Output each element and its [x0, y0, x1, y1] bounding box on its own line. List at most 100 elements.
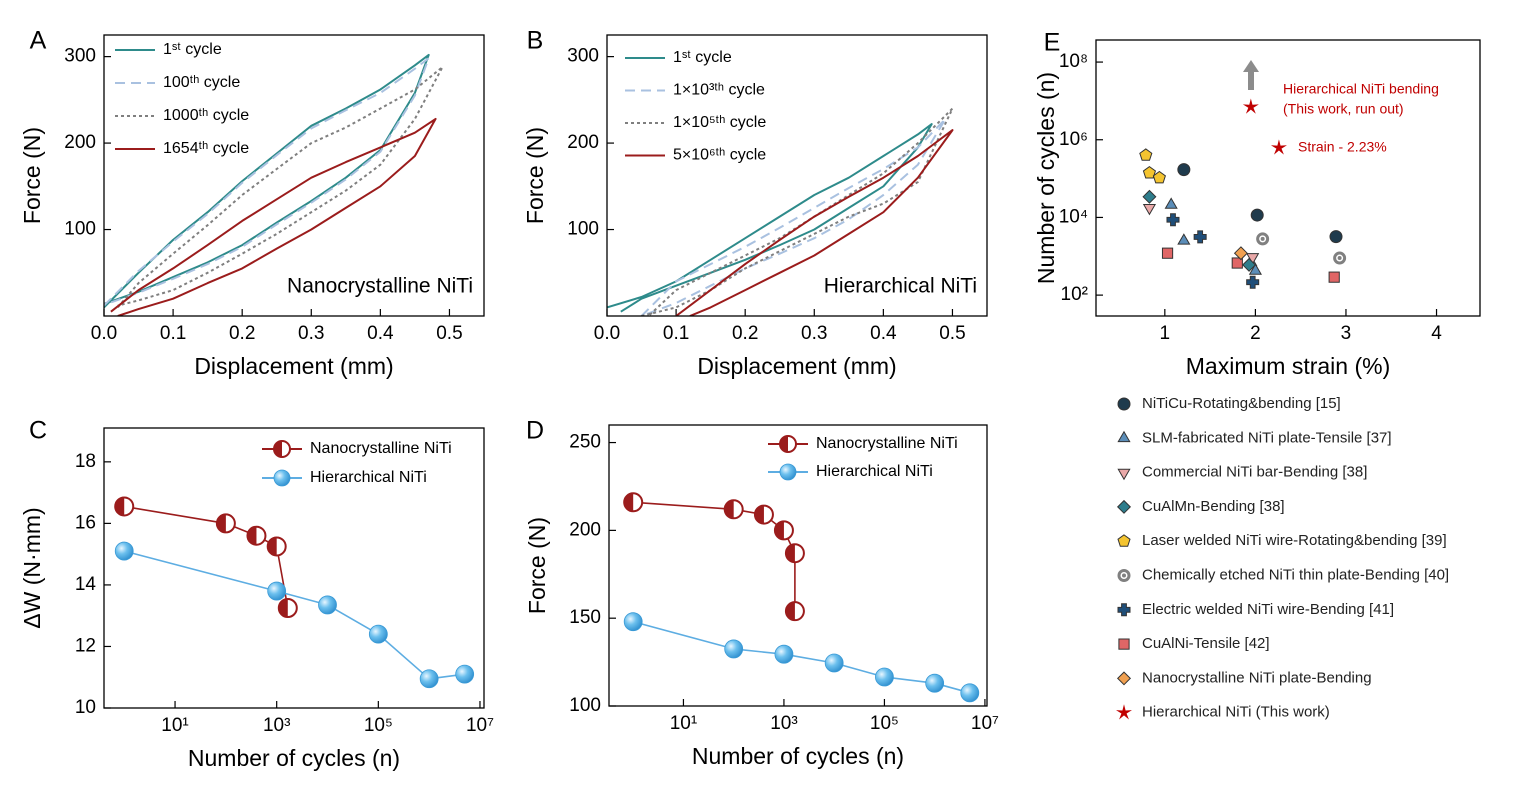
marker [1152, 170, 1166, 184]
marker [1116, 499, 1132, 514]
legend-label: SLM-fabricated NiTi plate-Tensile [37] [1142, 429, 1392, 446]
marker-shape [724, 500, 734, 519]
marker-shape [724, 639, 744, 659]
marker [1164, 197, 1178, 209]
panel-label: A [30, 27, 47, 55]
plot-area [1139, 98, 1347, 289]
x-tick-label: 4 [1431, 323, 1442, 344]
plot-area [632, 501, 971, 694]
marker [1333, 251, 1347, 265]
marker-shape [115, 497, 125, 516]
marker-shape [114, 541, 134, 561]
x-tick-label: 0.1 [663, 323, 689, 344]
marker [1329, 230, 1343, 244]
marker [215, 513, 236, 534]
marker-shape [785, 602, 795, 621]
panel-label: C [29, 417, 47, 445]
x-axis-label: Displacement (mm) [194, 353, 393, 379]
y-tick-label: 12 [75, 635, 96, 656]
y-tick-label: 200 [569, 519, 601, 540]
legend-label: NiTiCu-Rotating&bending [15] [1142, 395, 1341, 412]
marker [925, 673, 945, 693]
legend-label: 5×10⁶ᵗʰ cycle [673, 147, 766, 164]
marker [1142, 204, 1157, 216]
marker-shape [1177, 233, 1191, 245]
marker-shape [1152, 170, 1166, 184]
series-line [607, 123, 933, 313]
panel-label: E [1044, 29, 1061, 57]
panel-label: B [527, 27, 544, 55]
marker [784, 601, 805, 622]
legend-label: Nanocrystalline NiTi plate-Bending [1142, 669, 1372, 686]
y-tick-label: 10 [75, 697, 96, 718]
x-tick-label: 10⁵ [870, 713, 899, 734]
marker [774, 644, 794, 664]
legend-label: Electric welded NiTi wire-Bending [41] [1142, 601, 1394, 618]
x-tick-label: 0.0 [594, 323, 620, 344]
marker-shape [1248, 263, 1262, 275]
marker [1242, 98, 1259, 114]
marker [318, 595, 337, 615]
legend-label: CuAlMn-Bending [38] [1142, 498, 1285, 515]
marker-shape [779, 463, 797, 481]
x-tick-label: 0.2 [732, 323, 758, 344]
marker [1117, 468, 1131, 481]
y-axis-label: Force (N) [19, 127, 45, 224]
marker [875, 667, 894, 687]
marker-shape [419, 669, 439, 689]
marker [455, 664, 475, 684]
marker-shape [1116, 704, 1132, 720]
y-axis-label: ΔW (N·mm) [19, 507, 45, 628]
run-out-arrow [1243, 60, 1259, 90]
series-line [675, 129, 954, 316]
x-tick-label: 0.3 [298, 323, 324, 344]
marker [1116, 704, 1132, 720]
legend-label: 1×10⁵ᵗʰ cycle [673, 114, 766, 131]
marker-shape [1246, 253, 1260, 265]
annotation: (This work, run out) [1283, 101, 1404, 117]
annotation: Nanocrystalline NiTi [287, 275, 473, 298]
y-tick-label: 10⁶ [1059, 129, 1088, 150]
marker [1246, 275, 1260, 289]
plot-frame [103, 34, 485, 317]
series-line [641, 107, 954, 316]
marker-shape [368, 624, 388, 644]
marker-shape [1117, 397, 1131, 411]
x-tick-label: 10⁷ [466, 715, 494, 736]
plot-frame [103, 427, 485, 709]
series-line [110, 117, 437, 316]
y-tick-label: 100 [567, 219, 599, 240]
marker-shape [1117, 534, 1131, 547]
marker [1242, 257, 1257, 272]
marker-shape [1117, 468, 1131, 481]
legend-label: Hierarchical NiTi [816, 463, 933, 480]
x-tick-label: 2 [1250, 323, 1261, 344]
y-tick-label: 150 [569, 607, 601, 628]
panel-label: D [526, 417, 544, 445]
plot-frame [608, 424, 988, 707]
marker-shape [1328, 271, 1340, 283]
annotation: Hierarchical NiTi [824, 275, 977, 298]
marker-shape [1122, 573, 1126, 578]
legend-label: Commercial NiTi bar-Bending [38] [1142, 464, 1367, 481]
marker-shape [960, 683, 980, 703]
legend-label: 100ᵗʰ cycle [163, 74, 240, 91]
marker [1161, 247, 1174, 259]
marker [1328, 271, 1340, 283]
y-tick-label: 10⁴ [1059, 206, 1088, 227]
legend-marker [273, 469, 291, 487]
marker-shape [1260, 236, 1265, 241]
y-tick-label: 14 [75, 574, 97, 595]
marker-shape [247, 526, 257, 545]
marker-shape [267, 581, 287, 601]
marker [1117, 397, 1131, 411]
marker-shape [216, 514, 226, 533]
x-tick-label: 0.5 [939, 323, 965, 344]
y-tick-label: 300 [567, 46, 599, 67]
marker [368, 624, 388, 644]
marker-shape [785, 544, 795, 563]
marker [1166, 213, 1180, 227]
x-tick-label: 10⁷ [971, 713, 999, 734]
x-tick-label: 3 [1341, 323, 1352, 344]
marker-shape [1142, 204, 1157, 216]
